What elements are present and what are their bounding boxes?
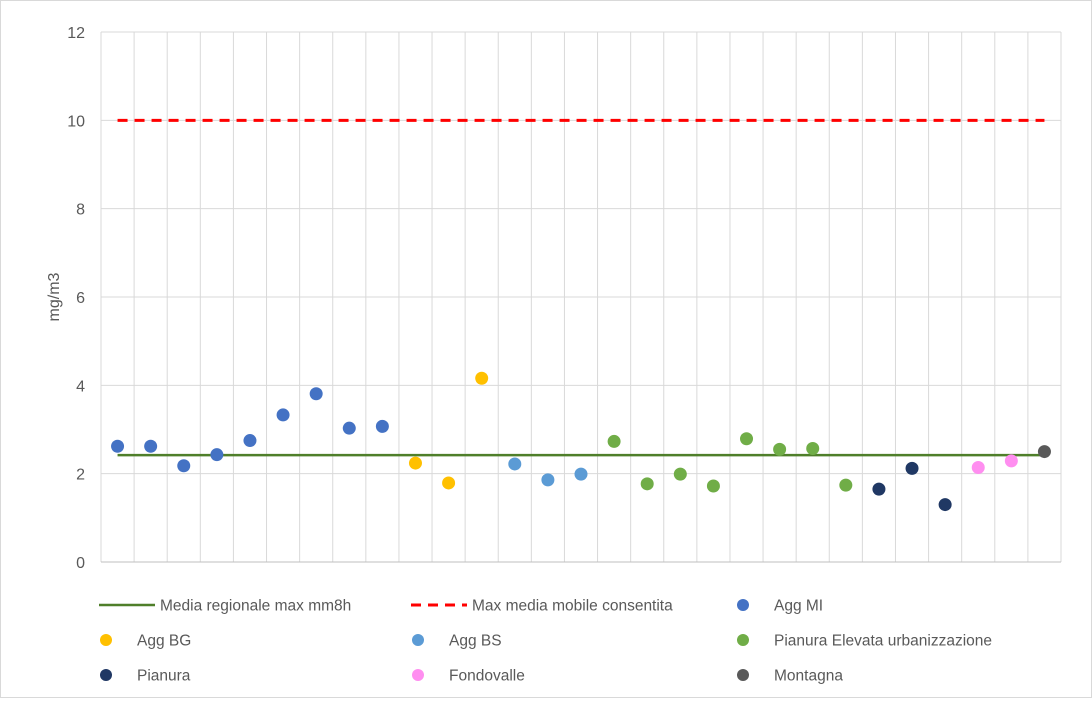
data-point — [177, 459, 191, 473]
legend-label: Agg BS — [449, 633, 502, 650]
legend-label: Agg BG — [137, 633, 191, 650]
y-tick-label: 0 — [76, 555, 85, 572]
data-point — [574, 467, 588, 481]
legend-item: Pianura Elevata urbanizzazione — [737, 633, 992, 650]
series-montagna — [1037, 445, 1051, 459]
y-tick-labels: 0 2 4 6 8 10 12 — [67, 25, 85, 572]
legend-marker — [100, 669, 112, 681]
data-point — [607, 434, 621, 448]
series-fondovalle — [971, 454, 1018, 474]
data-point — [375, 419, 389, 433]
legend-label: Agg MI — [774, 598, 823, 615]
legend-item: Montagna — [737, 668, 843, 685]
data-point — [740, 432, 754, 446]
series-pianura-elevata-urbanizzazione — [607, 432, 853, 493]
legend-item: Fondovalle — [412, 668, 525, 685]
data-point — [508, 457, 522, 471]
data-point — [408, 456, 422, 470]
series — [111, 118, 1051, 512]
legend-label: Media regionale max mm8h — [160, 598, 351, 615]
series-agg-bg — [408, 371, 489, 490]
data-point — [541, 473, 555, 487]
y-tick-label: 2 — [76, 467, 85, 484]
data-point — [938, 498, 952, 512]
legend-marker — [100, 634, 112, 646]
data-point — [144, 439, 158, 453]
legend-item: Agg MI — [737, 598, 823, 615]
gridlines — [100, 31, 1062, 563]
data-point — [442, 476, 456, 490]
data-point — [673, 467, 687, 481]
data-point — [475, 371, 489, 385]
legend: Media regionale max mm8h Max media mobile… — [99, 598, 992, 685]
y-tick-label: 10 — [67, 113, 85, 130]
data-point — [806, 441, 820, 455]
y-tick-label: 8 — [76, 202, 85, 219]
series-pianura — [872, 461, 952, 512]
y-tick-label: 6 — [76, 290, 85, 307]
data-point — [872, 482, 886, 496]
legend-marker — [737, 634, 749, 646]
legend-marker — [737, 599, 749, 611]
legend-marker — [412, 634, 424, 646]
data-point — [773, 442, 787, 456]
data-point — [640, 477, 654, 491]
legend-item: Media regionale max mm8h — [99, 598, 351, 615]
legend-item: Agg BS — [412, 633, 502, 650]
legend-label: Pianura — [137, 668, 191, 685]
legend-label: Max media mobile consentita — [472, 598, 673, 615]
y-tick-label: 12 — [67, 25, 85, 42]
data-point — [276, 408, 290, 422]
legend-marker — [737, 669, 749, 681]
legend-label: Pianura Elevata urbanizzazione — [774, 633, 992, 650]
data-point — [905, 461, 919, 475]
y-tick-label: 4 — [76, 378, 85, 395]
data-point — [210, 448, 224, 462]
data-point — [1004, 454, 1018, 468]
data-point — [342, 421, 356, 435]
data-point — [1037, 445, 1051, 459]
y-axis-label: mg/m3 — [46, 272, 63, 321]
data-point — [309, 387, 323, 401]
data-point — [839, 478, 853, 492]
legend-item: Pianura — [100, 668, 191, 685]
legend-item: Agg BG — [100, 633, 191, 650]
data-point — [706, 479, 720, 493]
data-point — [971, 460, 985, 474]
legend-label: Fondovalle — [449, 668, 525, 685]
series-agg-mi — [111, 387, 389, 473]
legend-label: Montagna — [774, 668, 843, 685]
data-point — [243, 434, 257, 448]
series-agg-bs — [508, 457, 588, 487]
legend-marker — [412, 669, 424, 681]
data-point — [111, 439, 125, 453]
legend-item: Max media mobile consentita — [411, 598, 673, 615]
